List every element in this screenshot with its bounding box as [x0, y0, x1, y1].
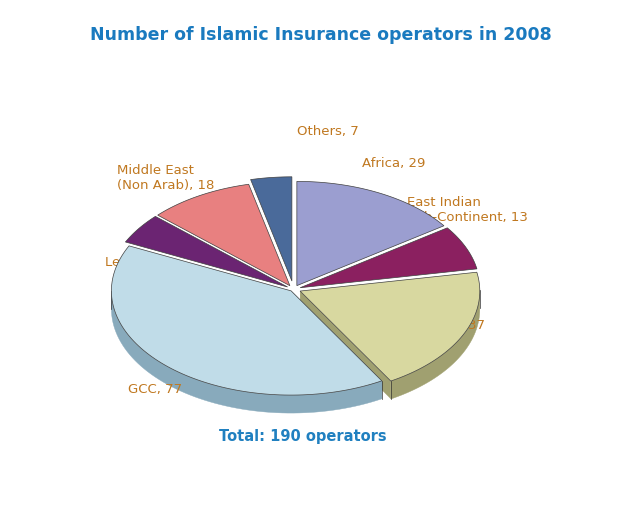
Polygon shape — [391, 290, 479, 399]
Text: Middle East
(Non Arab), 18: Middle East (Non Arab), 18 — [117, 164, 215, 192]
Polygon shape — [251, 177, 292, 281]
Text: GCC, 77: GCC, 77 — [128, 384, 182, 397]
Text: Total: 190 operators: Total: 190 operators — [219, 429, 387, 444]
Text: Number of Islamic Insurance operators in 2008: Number of Islamic Insurance operators in… — [90, 26, 551, 44]
Polygon shape — [112, 246, 382, 395]
Polygon shape — [291, 291, 382, 399]
Polygon shape — [297, 181, 444, 286]
Polygon shape — [126, 216, 288, 287]
Polygon shape — [158, 184, 290, 286]
Text: Africa, 29: Africa, 29 — [362, 157, 425, 170]
Polygon shape — [300, 228, 477, 288]
Polygon shape — [300, 272, 479, 381]
Polygon shape — [112, 291, 382, 413]
Text: Others, 7: Others, 7 — [297, 125, 359, 138]
Text: Levant, 9: Levant, 9 — [105, 256, 167, 269]
Text: East Indian
Sub-Continent, 13: East Indian Sub-Continent, 13 — [407, 196, 528, 224]
Polygon shape — [300, 291, 391, 399]
Text: Far East, 37: Far East, 37 — [407, 319, 485, 332]
